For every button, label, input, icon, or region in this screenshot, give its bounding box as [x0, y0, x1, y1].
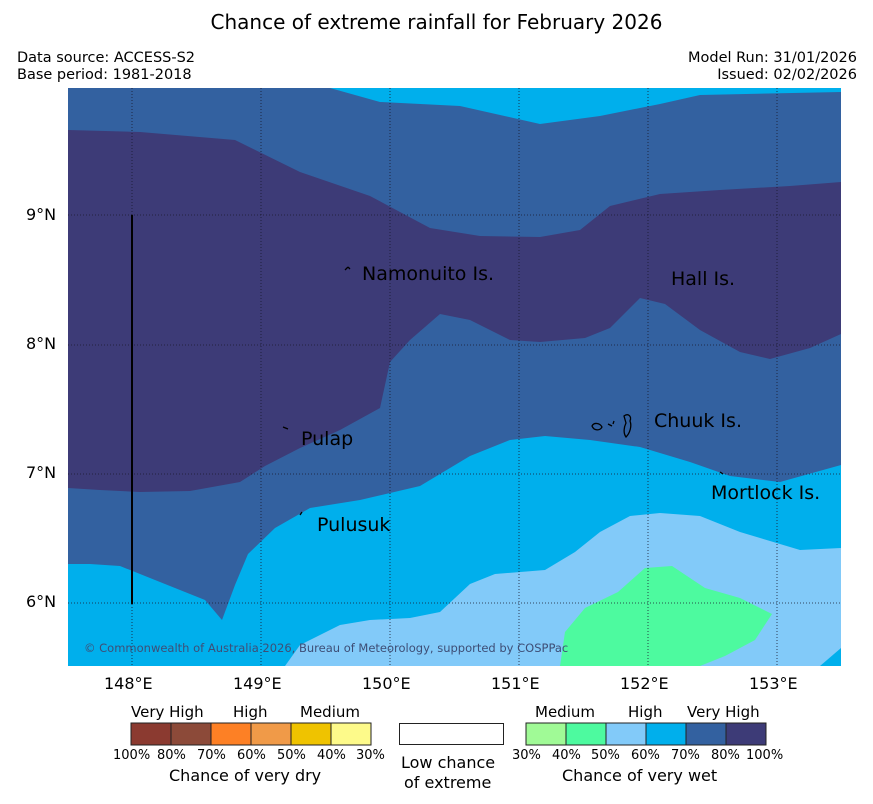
legend-wet-pct-100: 100% [746, 748, 784, 763]
chuuk-island-c [623, 414, 632, 438]
legend-wet-swatches [525, 722, 767, 746]
label-hall: Hall Is. [671, 268, 736, 290]
legend-dry-pct-70: 70% [197, 748, 226, 763]
lat-tick-6n: 6°N [26, 592, 57, 611]
label-namonuito: Namonuito Is. [362, 263, 495, 285]
legend-neutral-line2: of extreme [404, 773, 492, 792]
namonuito-island [344, 266, 351, 271]
legend-dry-swatch-5 [330, 722, 372, 746]
legend-wet-high: High [628, 703, 663, 721]
legend-dry-swatch-2 [210, 722, 252, 746]
legend-wet-swatch-3 [645, 722, 687, 746]
band-60-70-corner [820, 648, 841, 666]
legend-wet-caption: Chance of very wet [562, 766, 718, 785]
lon-tick-150e: 150°E [362, 674, 411, 693]
legend-dry-swatch-1 [170, 722, 212, 746]
lat-tick-7n: 7°N [26, 463, 57, 482]
legend-dry-medium: Medium [300, 703, 360, 721]
legend-wet-swatch-5 [725, 722, 767, 746]
label-chuuk: Chuuk Is. [654, 410, 742, 432]
legend-dry-pct-50: 50% [277, 748, 306, 763]
mortlock-island [719, 471, 724, 475]
legend-wet-very-high: Very High [687, 703, 760, 721]
lat-tick-9n: 9°N [26, 205, 57, 224]
issued-date: Issued: 02/02/2026 [717, 67, 857, 83]
pulap-island [282, 426, 289, 430]
legend-wet-pct-30: 30% [512, 748, 541, 763]
map-title: Chance of extreme rainfall for February … [210, 10, 663, 34]
legend-wet-swatch-4 [685, 722, 727, 746]
chuuk-island-a [591, 422, 603, 431]
legend-dry-swatch-3 [250, 722, 292, 746]
band-40-50 [560, 566, 772, 666]
legend-dry-swatches [130, 722, 372, 746]
label-pulap: Pulap [301, 428, 354, 450]
copyright-notice: © Commonwealth of Australia 2026, Bureau… [84, 641, 569, 655]
pulusuk-island [299, 511, 303, 516]
legend-dry-very-high: Very High [131, 703, 204, 721]
label-pulusuk: Pulusuk [317, 514, 391, 536]
legend-dry-pct-100: 100% [113, 748, 151, 763]
legend-dry-high: High [233, 703, 268, 721]
legend-neutral-line1: Low chance [401, 753, 496, 772]
lon-tick-153e: 153°E [749, 674, 798, 693]
chuuk-island-b [607, 420, 615, 427]
legend-dry-pct-60: 60% [237, 748, 266, 763]
legend-wet-swatch-2 [605, 722, 647, 746]
legend-wet-pct-60: 60% [631, 748, 660, 763]
lon-tick-149e: 149°E [233, 674, 282, 693]
base-period: Base period: 1981-2018 [17, 67, 192, 83]
legend-wet-swatch-0 [525, 722, 567, 746]
lat-tick-8n: 8°N [26, 334, 57, 353]
legend-dry-caption: Chance of very dry [169, 766, 322, 785]
legend-dry-swatch-0 [130, 722, 172, 746]
model-run: Model Run: 31/01/2026 [687, 50, 857, 66]
legend-wet-pct-50: 50% [591, 748, 620, 763]
legend-dry-pct-30: 30% [356, 748, 385, 763]
map-field [68, 88, 841, 666]
legend-wet-swatch-1 [565, 722, 607, 746]
lon-tick-152e: 152°E [620, 674, 669, 693]
legend-dry-pct-40: 40% [317, 748, 346, 763]
legend-wet-medium: Medium [535, 703, 595, 721]
island-outlines [282, 266, 724, 516]
lon-tick-151e: 151°E [491, 674, 540, 693]
legend-wet-pct-40: 40% [552, 748, 581, 763]
legend-neutral-swatch [399, 723, 504, 745]
legend-dry-pct-80: 80% [157, 748, 186, 763]
label-mortlock: Mortlock Is. [711, 482, 821, 504]
legend-wet-pct-70: 70% [671, 748, 700, 763]
data-source: Data source: ACCESS-S2 [17, 50, 196, 66]
lon-tick-148e: 148°E [104, 674, 153, 693]
legend-dry-swatch-4 [290, 722, 332, 746]
legend-wet-pct-80: 80% [711, 748, 740, 763]
